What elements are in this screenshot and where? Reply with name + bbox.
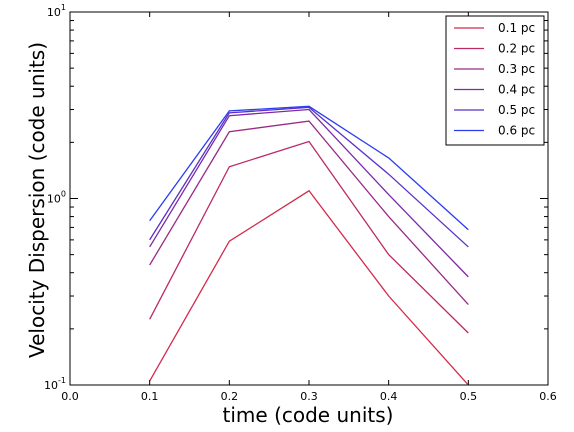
legend-label: 0.2 pc <box>498 42 535 56</box>
y-tick-label: 100 <box>47 190 66 206</box>
x-tick-label: 0.5 <box>460 390 478 403</box>
x-tick-label: 0.4 <box>380 390 398 403</box>
legend: 0.1 pc 0.2 pc 0.3 pc 0.4 pc 0.5 pc 0.6 pc <box>445 15 545 146</box>
y-tick-label: 10-1 <box>44 376 66 392</box>
legend-label: 0.1 pc <box>498 21 535 35</box>
x-tick-label: 0.1 <box>141 390 159 403</box>
series-line-6 <box>149 105 469 231</box>
y-axis-label: Velocity Dispersion (code units) <box>25 42 49 358</box>
series-layer <box>149 105 469 386</box>
series-line-4 <box>149 108 469 278</box>
legend-label: 0.4 pc <box>498 83 535 97</box>
x-tick-label: 0.2 <box>221 390 239 403</box>
x-tick-label: 0.6 <box>539 390 557 403</box>
x-tick-label: 0.0 <box>61 390 79 403</box>
legend-label: 0.3 pc <box>498 62 535 76</box>
legend-label: 0.5 pc <box>498 103 535 117</box>
series-line-1 <box>149 189 469 386</box>
ticks-layer: 0.0 0.1 0.2 0.3 0.4 0.5 0.6 10-1 100 101 <box>44 3 557 403</box>
series-line-5 <box>149 106 469 248</box>
x-tick-label: 0.3 <box>300 390 318 403</box>
y-tick-label: 101 <box>47 3 66 19</box>
legend-label: 0.6 pc <box>498 124 535 138</box>
series-line-3 <box>149 120 469 305</box>
legend-box <box>445 15 545 146</box>
x-axis-label: time (code units) <box>223 403 394 427</box>
series-line-2 <box>149 140 469 334</box>
